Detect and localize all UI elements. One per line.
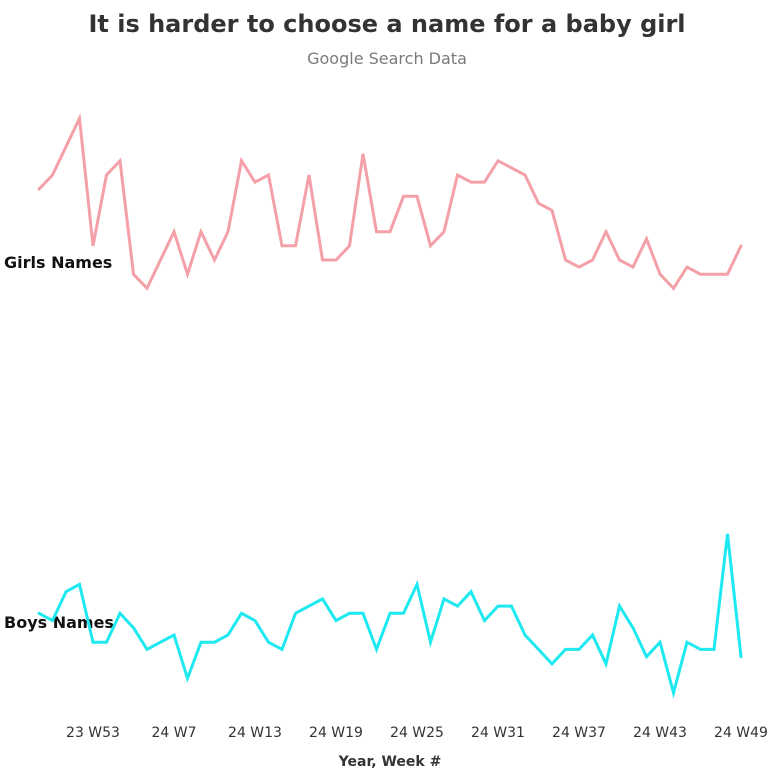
x-tick-label: 24 W37 <box>552 725 606 741</box>
chart-rows: Girls Names Boys Names <box>4 112 743 699</box>
x-tick-label: 24 W19 <box>309 725 363 741</box>
x-tick-label: 24 W43 <box>633 725 687 741</box>
x-tick-label: 23 W53 <box>66 725 120 741</box>
row-0: Girls Names <box>4 112 743 291</box>
x-tick-label: 24 W7 <box>151 725 196 741</box>
chart-subtitle: Google Search Data <box>307 49 467 68</box>
series-line <box>37 112 743 291</box>
series-line <box>37 533 743 699</box>
chart-title: It is harder to choose a name for a baby… <box>88 10 686 38</box>
x-tick-label: 24 W31 <box>471 725 525 741</box>
row-label: Boys Names <box>4 613 114 632</box>
x-tick-label: 24 W25 <box>390 725 444 741</box>
row-label: Girls Names <box>4 253 112 272</box>
x-tick-label: 24 W49 <box>714 725 768 741</box>
x-axis-title: Year, Week # <box>338 754 442 770</box>
row-1: Boys Names <box>4 533 743 699</box>
x-tick-label: 24 W13 <box>228 725 282 741</box>
x-axis-ticks: 23 W53 24 W7 24 W13 24 W19 24 W25 24 W31 24 W3… <box>66 725 768 741</box>
